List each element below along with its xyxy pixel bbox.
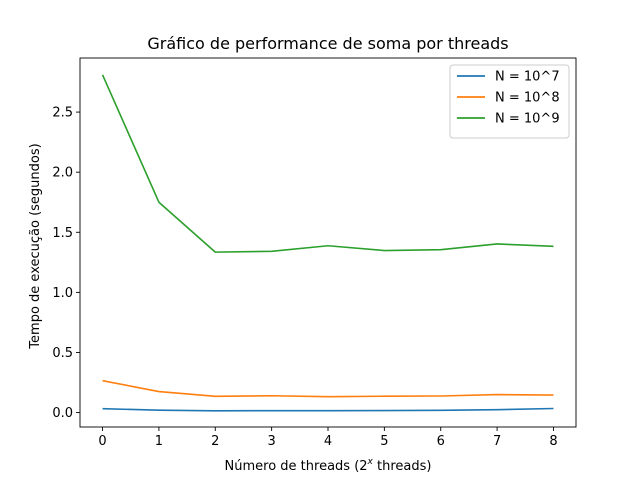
x-tick-label: 4	[324, 434, 332, 449]
x-tick-label: 1	[155, 434, 163, 449]
series-line-0	[102, 407, 554, 412]
x-tick-label: 8	[549, 434, 557, 449]
series-line-2	[101, 74, 554, 253]
y-tick-label: 0.0	[52, 406, 73, 421]
x-tick-label: 7	[493, 434, 501, 449]
y-tick-label: 2.5	[52, 106, 73, 121]
x-tick-label: 0	[98, 434, 106, 449]
x-tick-label: 5	[380, 434, 388, 449]
y-tick-label: 2.0	[52, 166, 73, 181]
legend-entry-1: N = 10^8	[495, 91, 560, 106]
y-tick-label: 0.5	[52, 346, 73, 361]
chart-title: Gráfico de performance de soma por threa…	[147, 34, 508, 53]
x-tick-label: 2	[211, 434, 219, 449]
y-axis-label: Tempo de execução (segundos)	[28, 143, 43, 349]
x-tick-label: 3	[267, 434, 275, 449]
series-line-1	[102, 379, 554, 398]
legend-entry-2: N = 10^9	[495, 112, 560, 127]
y-tick-label: 1.5	[52, 226, 73, 241]
x-axis-label: Número de threads (2x threads)	[225, 457, 432, 474]
y-tick-label: 1.0	[52, 286, 73, 301]
x-tick-label: 6	[437, 434, 445, 449]
axes: 0 1 2 3 4 5 6 7 8 0.0 0.5 1.0 1.5 2.0 2.5	[52, 57, 577, 449]
legend: N = 10^7 N = 10^8 N = 10^9	[449, 64, 570, 139]
plot-area	[101, 74, 554, 412]
legend-entry-0: N = 10^7	[495, 70, 560, 85]
legend-box	[449, 64, 570, 139]
